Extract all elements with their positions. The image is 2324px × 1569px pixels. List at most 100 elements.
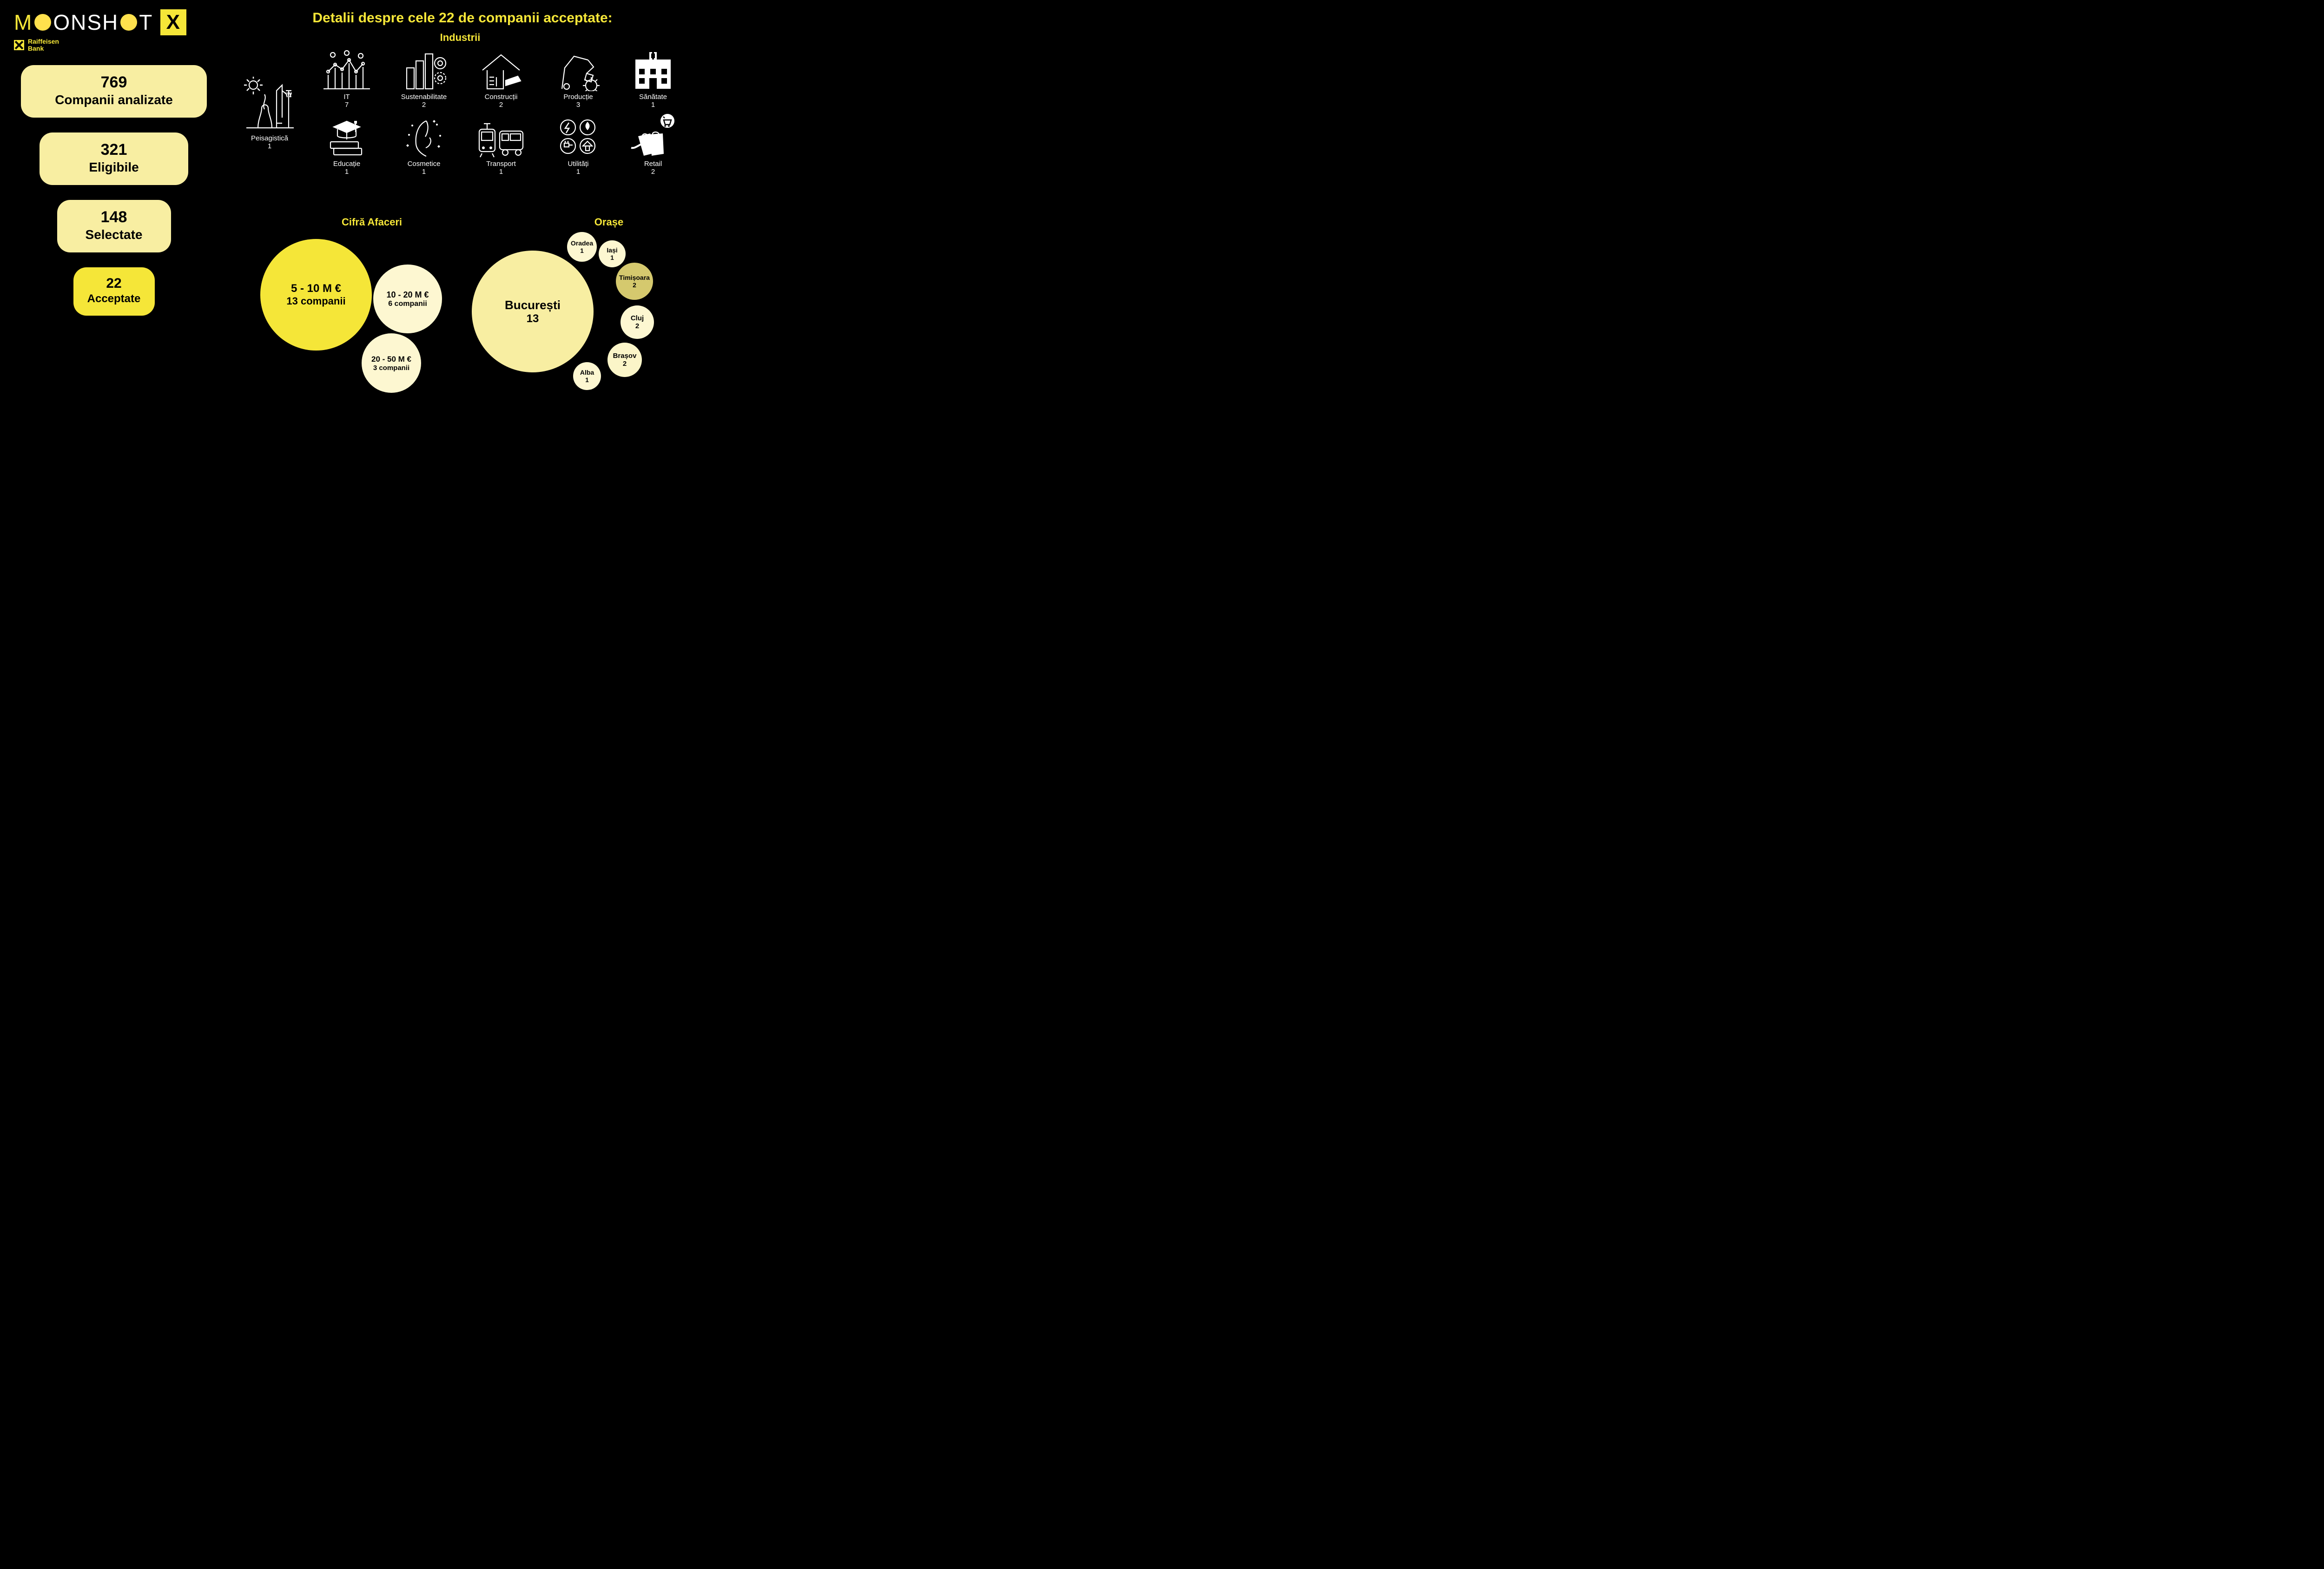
city-bubble-4: Cluj2: [621, 305, 654, 339]
logo-x-badge: X: [160, 9, 186, 35]
funnel-stage-0: 769Companii analizate: [21, 65, 207, 118]
industry-count: 1: [268, 142, 271, 150]
construction-icon: [478, 46, 524, 91]
industry-item-retail: Retail2: [618, 113, 688, 176]
education-icon: [324, 113, 370, 158]
industry-label: Peisagistică: [251, 134, 288, 142]
logo-block: M ONSH T X Raiffeisen Bank: [14, 9, 186, 52]
industry-label: Producție: [563, 93, 593, 101]
funnel-value: 321: [44, 141, 184, 159]
funnel-chart: 769Companii analizate 321Eligibile 148Sele…: [14, 65, 214, 316]
turnover-bubble-2: 20 - 50 M €3 companii: [362, 333, 421, 393]
industry-count: 3: [576, 101, 580, 109]
industry-count: 7: [345, 101, 349, 109]
logo-letter-m: M: [14, 10, 33, 35]
industries-grid: IT7Sustenabilitate2Construcții2Producție…: [232, 46, 688, 176]
industry-item-it: IT7: [310, 46, 384, 109]
industry-item-health: Sănătate1: [618, 46, 688, 109]
city-count: 2: [633, 281, 636, 289]
industry-count: 2: [651, 168, 655, 176]
sustain-icon: [398, 46, 449, 91]
city-name: Oradea: [571, 239, 593, 247]
industry-item-construction: Construcții2: [464, 46, 538, 109]
main-title: Detalii despre cele 22 de companii accep…: [242, 10, 683, 26]
industry-label: Cosmetice: [408, 160, 441, 168]
city-count: 2: [623, 360, 627, 368]
city-name: Brașov: [613, 352, 637, 360]
city-count: 1: [610, 254, 614, 261]
logo-main: M ONSH T X: [14, 9, 186, 35]
city-name: București: [505, 298, 561, 312]
logo-text-onsh: ONSH: [53, 10, 119, 35]
industries-title: Industrii: [232, 32, 688, 44]
industry-count: 1: [422, 168, 426, 176]
cosmetics-icon: [401, 113, 447, 158]
city-bubble-2: Iași1: [599, 240, 626, 267]
retail-icon: [627, 113, 679, 158]
utilities-icon: [555, 113, 601, 158]
it-icon: [321, 46, 372, 91]
turnover-range: 5 - 10 M €: [291, 282, 341, 295]
industry-item-production: Producție3: [541, 46, 615, 109]
city-name: Timișoara: [619, 274, 650, 281]
raiffeisen-text: Raiffeisen Bank: [28, 38, 59, 52]
industry-item-sustain: Sustenabilitate2: [387, 46, 461, 109]
industry-label: Educație: [333, 160, 360, 168]
logo-sub-brand: Raiffeisen Bank: [14, 38, 186, 52]
turnover-section: Cifră Afaceri 5 - 10 M €13 companii 10 - …: [260, 216, 456, 395]
city-bubble-5: Brașov2: [607, 343, 642, 377]
industry-label: Utilități: [568, 160, 588, 168]
industry-count: 1: [651, 101, 655, 109]
turnover-count: 3 companii: [373, 364, 409, 372]
turnover-bubble-0: 5 - 10 M €13 companii: [260, 239, 372, 351]
turnover-range: 10 - 20 M €: [386, 290, 429, 300]
city-count: 1: [580, 247, 584, 254]
turnover-count: 6 companii: [388, 300, 427, 308]
city-name: Iași: [607, 246, 617, 254]
turnover-title: Cifră Afaceri: [288, 216, 456, 228]
moon-icon: [34, 14, 51, 31]
cities-title: Orașe: [528, 216, 690, 228]
industry-item-education: Educație1: [310, 113, 384, 176]
city-bubble-6: Alba1: [573, 362, 601, 390]
city-bubble-3: Timișoara2: [616, 263, 653, 300]
industry-item-utilities: Utilități1: [541, 113, 615, 176]
funnel-label: Eligibile: [44, 160, 184, 175]
city-count: 2: [635, 322, 639, 330]
cities-section: Orașe București13Oradea1Iași1Timișoara2C…: [472, 216, 690, 395]
industry-count: 1: [499, 168, 503, 176]
logo-letter-t: T: [139, 10, 153, 35]
turnover-count: 13 companii: [286, 295, 345, 307]
city-count: 1: [585, 376, 589, 384]
funnel-stage-1: 321Eligibile: [40, 132, 188, 185]
industries-section: Industrii IT7Sustenabilitate2Construcții…: [232, 32, 688, 176]
industry-count: 1: [576, 168, 580, 176]
funnel-label: Acceptate: [78, 292, 150, 305]
production-icon: [555, 46, 601, 91]
city-count: 13: [527, 312, 539, 325]
moon-icon: [120, 14, 137, 31]
landscape-icon: [244, 72, 295, 132]
health-icon: [630, 46, 676, 91]
funnel-value: 769: [26, 73, 202, 92]
industry-count: 2: [422, 101, 426, 109]
city-bubble-1: Oradea1: [567, 232, 597, 262]
industry-item-cosmetics: Cosmetice1: [387, 113, 461, 176]
funnel-label: Companii analizate: [26, 93, 202, 107]
funnel-value: 22: [78, 276, 150, 291]
city-name: Alba: [580, 369, 594, 376]
transport-icon: [475, 113, 527, 158]
industry-label: Construcții: [485, 93, 518, 101]
industry-label: IT: [343, 93, 350, 101]
city-bubble-0: București13: [472, 251, 594, 372]
cities-bubble-chart: București13Oradea1Iași1Timișoara2Cluj2Br…: [472, 232, 690, 395]
funnel-stage-3: 22Acceptate: [73, 267, 155, 316]
industry-label: Retail: [644, 160, 662, 168]
industry-label: Transport: [486, 160, 516, 168]
funnel-stage-2: 148Selectate: [57, 200, 171, 252]
industry-count: 2: [499, 101, 503, 109]
turnover-range: 20 - 50 M €: [371, 355, 411, 364]
funnel-value: 148: [62, 208, 166, 226]
industry-item-transport: Transport1: [464, 113, 538, 176]
turnover-bubble-chart: 5 - 10 M €13 companii 10 - 20 M €6 compan…: [260, 232, 456, 395]
